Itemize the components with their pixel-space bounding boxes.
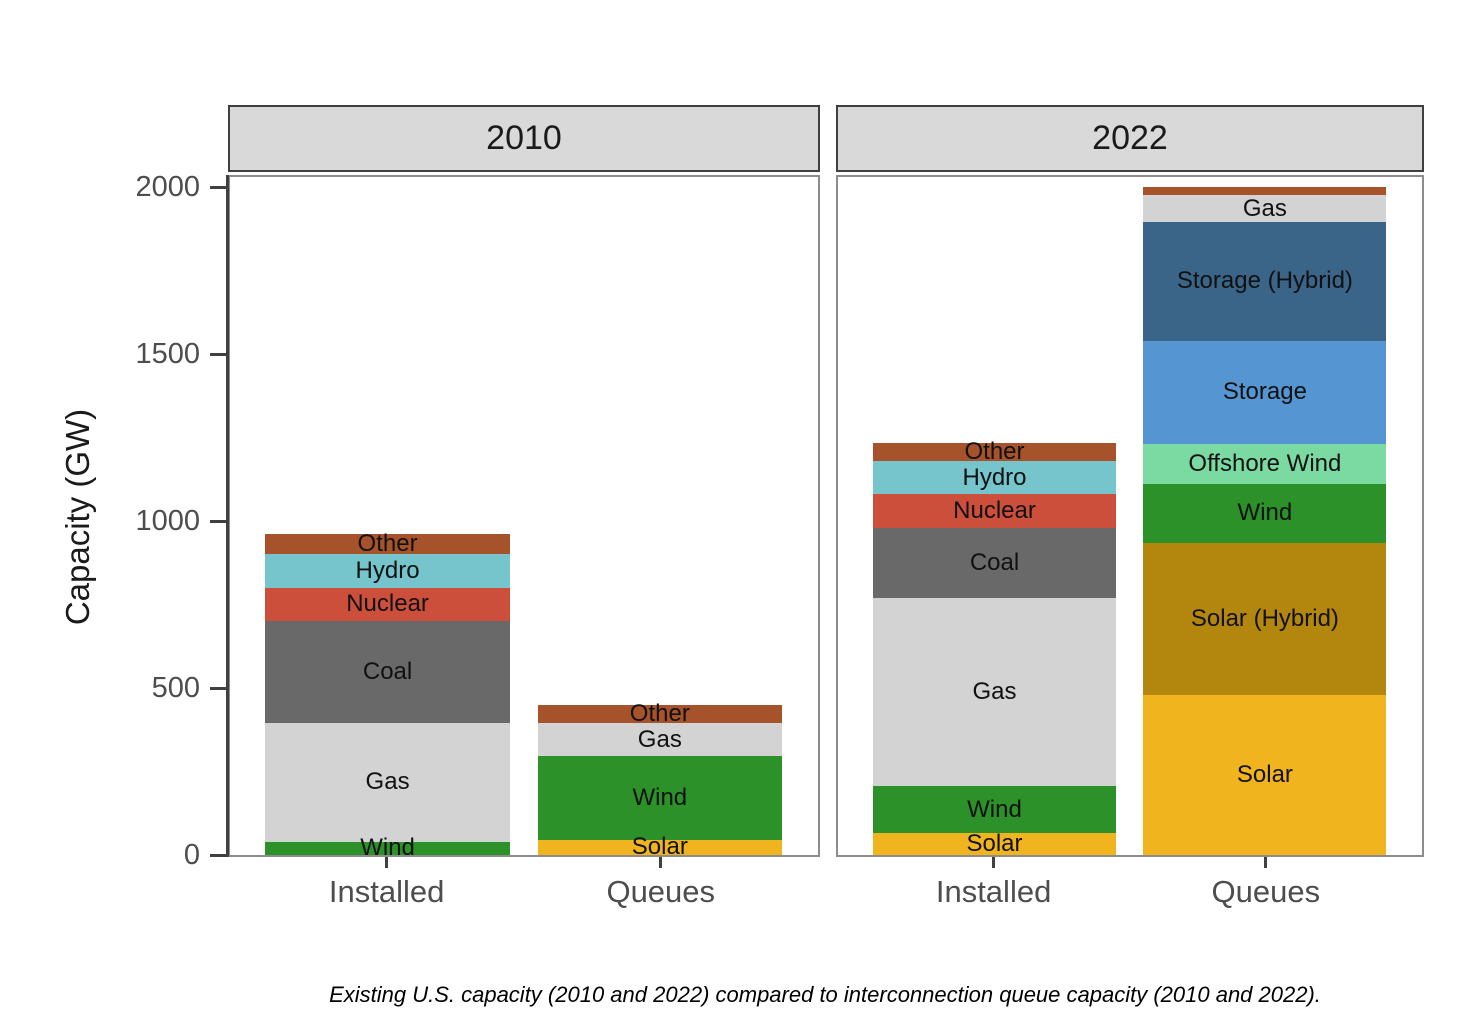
segment-wind: Wind xyxy=(1143,484,1387,543)
x-category-label: Installed xyxy=(935,874,1052,909)
facet-title: 2022 xyxy=(1092,119,1168,157)
x-tick xyxy=(992,857,996,868)
bar-2022-Queues: Gas Storage (Hybrid) Storage Offshore Wind W… xyxy=(1143,187,1387,855)
plot-panel: Other Hydro Nuclear Coal Gas Wind Solar Gas Stor… xyxy=(836,175,1424,857)
segment-label: Other xyxy=(357,530,418,558)
segment-solar-hybrid: Solar (Hybrid) xyxy=(1143,542,1387,695)
y-tick-label: 500 xyxy=(151,672,200,704)
segment-label: Gas xyxy=(972,678,1017,706)
y-tick xyxy=(210,686,228,690)
y-tick-label: 2000 xyxy=(135,171,200,204)
segment-storage-hybrid: Storage (Hybrid) xyxy=(1143,222,1387,341)
y-tick xyxy=(210,519,228,523)
facet-2022: 2022 Other Hydro Nuclear Coal Gas Wind Solar Gas… xyxy=(836,105,1424,857)
segment-label: Other xyxy=(964,437,1025,465)
segment-coal: Coal xyxy=(873,527,1116,598)
segment-wind: Wind xyxy=(873,786,1116,834)
segment-offshore-wind: Offshore Wind xyxy=(1143,444,1387,485)
segment-label: Offshore Wind xyxy=(1188,450,1342,478)
y-tick xyxy=(210,853,228,857)
bar-2010-Queues: Other Gas Wind Solar xyxy=(537,699,783,859)
y-tick xyxy=(210,185,228,189)
segment-label: Wind xyxy=(1237,499,1293,527)
y-axis-line xyxy=(226,175,229,857)
segment-other: Other xyxy=(537,699,783,727)
segment-label: Nuclear xyxy=(953,496,1036,524)
y-tick-label: 0 xyxy=(183,839,200,871)
y-tick-label: 1000 xyxy=(135,505,200,537)
segment-wind: Wind xyxy=(537,756,783,840)
segment-label: Storage xyxy=(1222,378,1307,406)
facet-2010: 2010 Other Hydro Nuclear Coal Gas Wind Other Gas… xyxy=(228,105,820,860)
segment-other: Other xyxy=(873,437,1116,465)
segment-label: Hydro xyxy=(355,557,420,585)
segment-label: Coal xyxy=(969,548,1020,576)
x-tick xyxy=(385,857,389,868)
segment-gas: Gas xyxy=(265,723,510,842)
segment-gas: Gas xyxy=(537,723,783,757)
chart-caption: Existing U.S. capacity (2010 and 2022) c… xyxy=(329,982,1321,1007)
segment-label: Wind xyxy=(967,795,1022,823)
segment-label: Gas xyxy=(365,768,410,796)
segment-hydro: Hydro xyxy=(265,554,510,588)
segment-label: Gas xyxy=(637,725,682,753)
x-category-label: Installed xyxy=(328,874,445,909)
x-tick xyxy=(659,857,663,868)
segment-label: Coal xyxy=(362,658,413,686)
segment-nuclear: Nuclear xyxy=(873,494,1116,528)
segment-label: Gas xyxy=(1242,194,1287,222)
plot-panel: Other Hydro Nuclear Coal Gas Wind Other Gas Wind… xyxy=(228,175,820,860)
bar-2022-Installed: Other Hydro Nuclear Coal Gas Wind Solar xyxy=(873,437,1116,858)
segment-other xyxy=(1143,187,1387,196)
y-tick xyxy=(210,352,228,356)
segment-storage: Storage xyxy=(1143,340,1387,445)
bar-2010-Installed: Other Hydro Nuclear Coal Gas Wind xyxy=(265,530,510,860)
segment-label: Other xyxy=(629,699,690,727)
y-tick-label: 1500 xyxy=(135,338,200,370)
segment-gas: Gas xyxy=(873,597,1116,787)
segment-hydro: Hydro xyxy=(873,460,1116,495)
facet-strip: 2010 xyxy=(228,105,820,172)
segment-solar: Solar xyxy=(1143,694,1387,855)
segment-coal: Coal xyxy=(265,621,510,724)
segment-label: Wind xyxy=(360,834,415,862)
segment-gas: Gas xyxy=(1143,194,1387,223)
segment-label: Nuclear xyxy=(346,590,429,618)
segment-label: Storage (Hybrid) xyxy=(1176,267,1353,295)
segment-nuclear: Nuclear xyxy=(265,587,510,622)
segment-solar: Solar xyxy=(537,835,783,859)
segment-label: Solar (Hybrid) xyxy=(1190,604,1339,632)
segment-wind: Wind xyxy=(265,836,510,860)
x-tick xyxy=(1264,857,1268,868)
segment-other: Other xyxy=(265,530,510,558)
x-category-label: Queues xyxy=(606,874,716,909)
segment-label: Hydro xyxy=(962,463,1027,491)
facet-title: 2010 xyxy=(486,119,562,157)
segment-label: Wind xyxy=(632,784,688,812)
segment-label: Solar xyxy=(1236,760,1293,788)
segment-label: Solar xyxy=(966,830,1023,858)
x-category-label: Queues xyxy=(1211,874,1321,909)
segment-solar: Solar xyxy=(873,830,1116,858)
facet-strip: 2022 xyxy=(836,105,1424,172)
segment-label: Solar xyxy=(631,833,688,861)
